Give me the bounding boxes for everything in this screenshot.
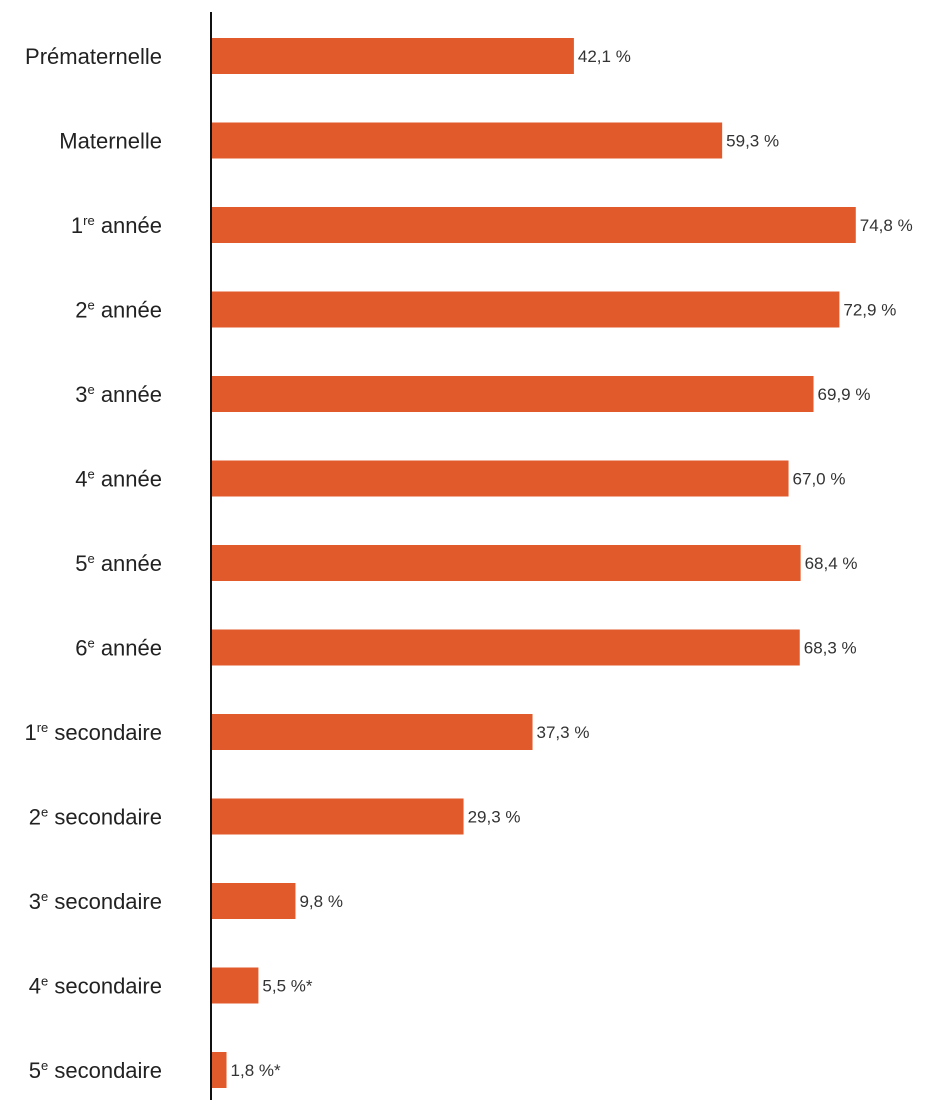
bar-9 <box>211 798 464 835</box>
value-label: 9,8 % <box>299 892 342 911</box>
category-label: Prématernelle <box>25 44 162 69</box>
value-label: 74,8 % <box>860 216 913 235</box>
category-label: 2e secondaire <box>29 805 162 830</box>
category-label: 4e secondaire <box>29 974 162 999</box>
bar-1 <box>211 122 723 159</box>
value-label: 29,3 % <box>468 808 521 827</box>
bar-6 <box>211 545 801 581</box>
category-labels: Prématernelle Maternelle 1re année 2e année… <box>24 44 162 1083</box>
value-label: 37,3 % <box>537 723 590 742</box>
category-label: 2e année <box>75 298 162 323</box>
category-label: 5e secondaire <box>29 1058 162 1083</box>
value-label: 1,8 %* <box>231 1061 281 1080</box>
bar-4 <box>211 376 814 412</box>
category-label: 4e année <box>75 467 162 492</box>
category-label: 1re secondaire <box>24 720 162 745</box>
bar-0 <box>211 38 574 74</box>
category-label: 6e année <box>75 636 162 661</box>
category-label: 3e secondaire <box>29 889 162 914</box>
bar-12 <box>211 1052 227 1088</box>
value-label: 5,5 %* <box>262 977 312 996</box>
value-label: 68,3 % <box>804 639 857 658</box>
category-label: 5e année <box>75 551 162 576</box>
bars-layer <box>211 38 856 1088</box>
bar-10 <box>211 883 296 919</box>
value-label: 67,0 % <box>793 470 846 489</box>
value-label: 72,9 % <box>843 301 896 320</box>
bar-5 <box>211 460 789 497</box>
value-label: 69,9 % <box>818 385 871 404</box>
value-labels: 42,1 % 59,3 % 74,8 % 72,9 % 69,9 % 67,0 % 68,4… <box>231 47 913 1080</box>
bar-3 <box>211 291 840 328</box>
bar-7 <box>211 629 800 666</box>
category-label: 1re année <box>71 213 162 238</box>
category-label: 3e année <box>75 382 162 407</box>
value-label: 68,4 % <box>805 554 858 573</box>
bar-8 <box>211 714 533 750</box>
bar-2 <box>211 207 856 243</box>
category-label: Maternelle <box>59 129 162 154</box>
bar-11 <box>211 967 259 1004</box>
value-label: 42,1 % <box>578 47 631 66</box>
value-label: 59,3 % <box>726 132 779 151</box>
